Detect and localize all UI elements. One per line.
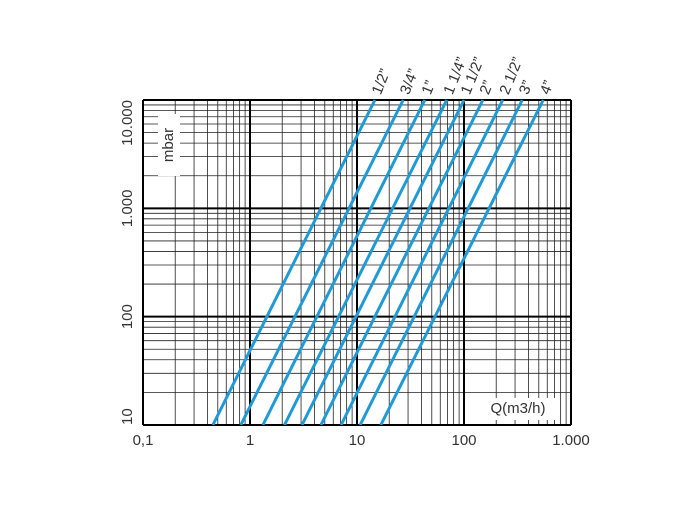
x-tick-label: 1 [246,432,254,449]
x-tick-label: 100 [451,432,476,449]
x-label-box [476,398,560,420]
y-axis-label: mbar [160,128,177,162]
series-label: 2” [476,78,497,97]
pressure-line [379,99,545,425]
series-label: 4” [537,78,558,97]
pressure-line [211,99,377,425]
pressure-line [319,99,485,425]
x-tick-label: 0,1 [133,432,154,449]
pressure-line [261,99,427,425]
y-tick-label: 1.000 [119,190,136,228]
y-tick-label: 10 [119,408,136,425]
series-label: 1” [418,78,439,97]
pressure-line [283,99,449,425]
y-tick-label: 10.000 [119,100,136,146]
pressure-line [339,99,505,425]
x-tick-label: 10 [349,432,366,449]
pressure-line [358,99,524,425]
y-label-box [158,114,180,176]
x-tick-label: 1.000 [552,432,590,449]
pressure-line [239,99,405,425]
y-tick-label: 100 [119,304,136,329]
pressure-line [300,99,466,425]
series-label: 3” [516,78,537,97]
x-axis-label: Q(m3/h) [490,400,545,417]
